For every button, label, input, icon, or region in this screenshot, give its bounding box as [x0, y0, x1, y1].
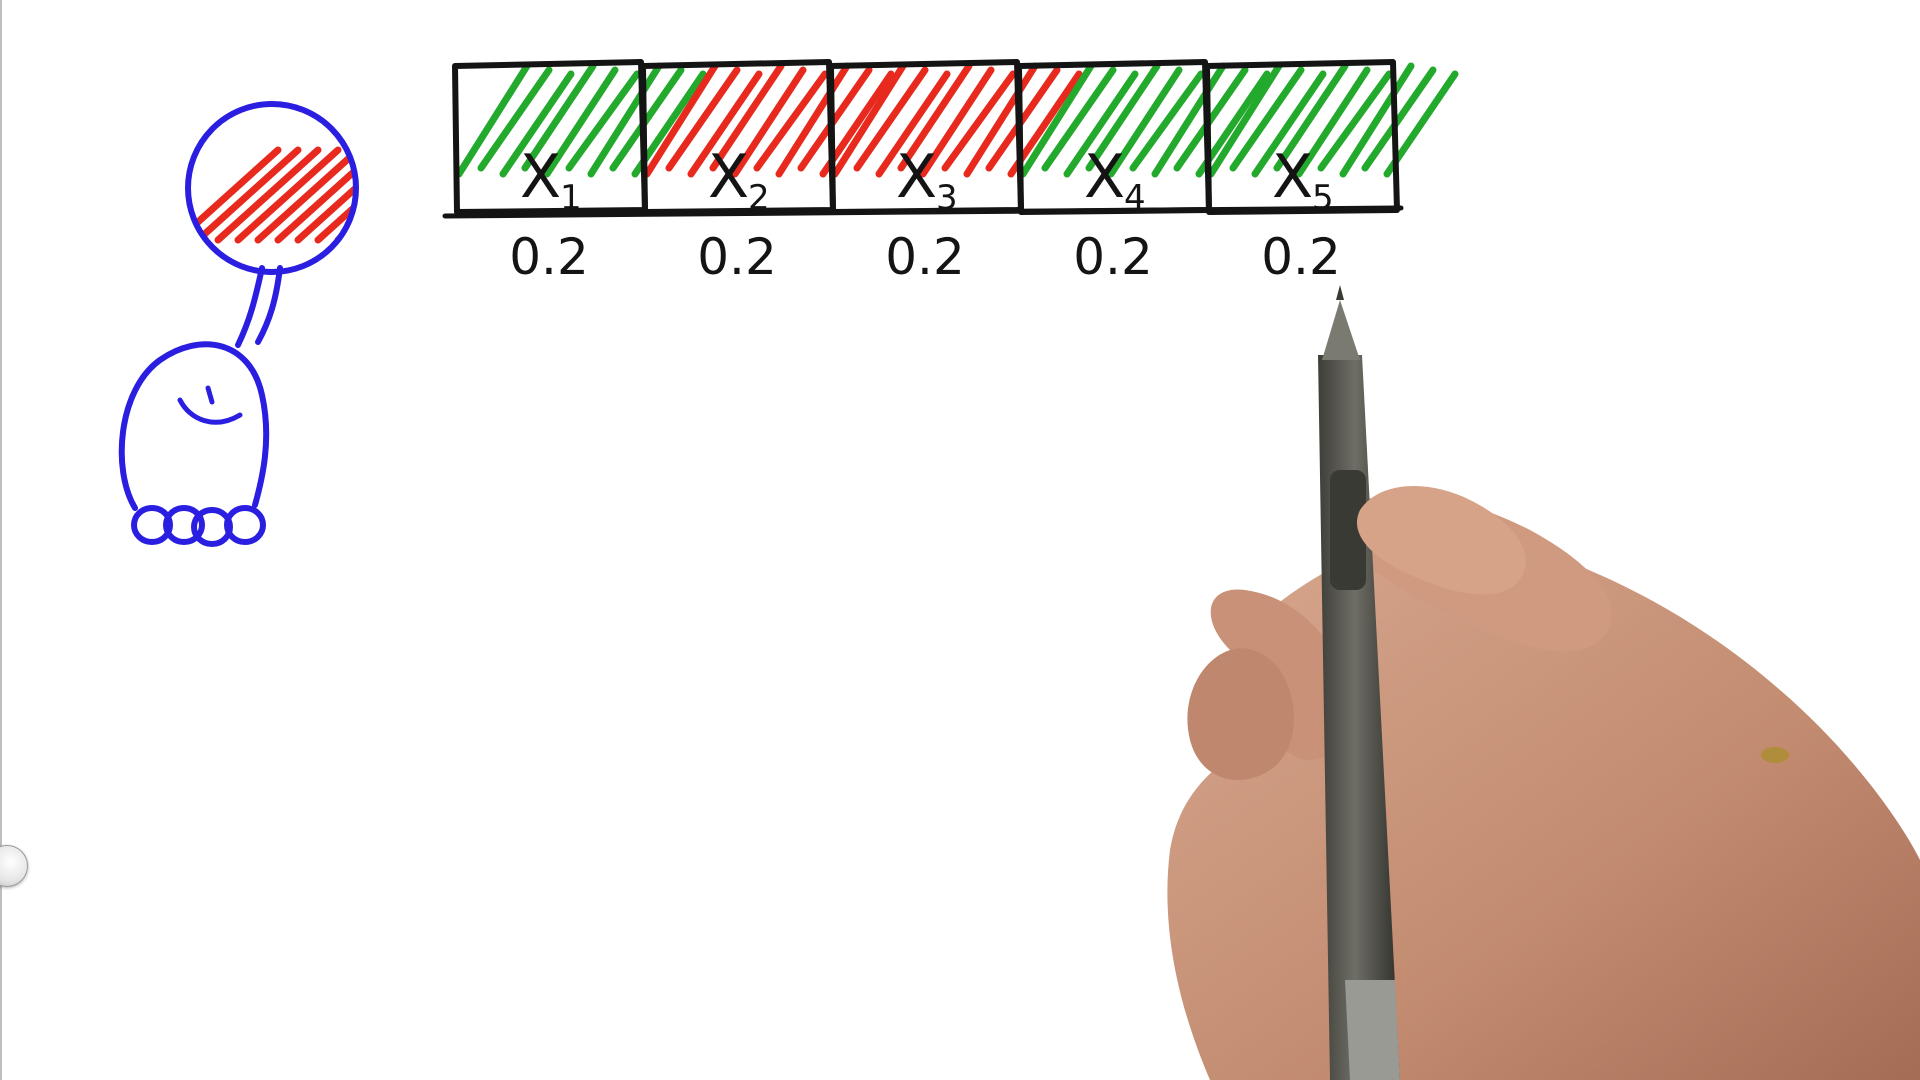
robot-antenna-right [255, 265, 283, 345]
cell-hatching [455, 62, 707, 178]
hatch-stroke [254, 146, 356, 244]
hatch-stroke [609, 66, 685, 172]
hatch-stroke [455, 62, 531, 178]
index-finger-tip [1356, 486, 1526, 595]
robot-wheel [224, 505, 266, 545]
hatch-stroke [1173, 66, 1249, 172]
middle-finger [1187, 648, 1294, 780]
robot-figure [118, 101, 359, 547]
left-edge-line [0, 0, 2, 1080]
hatch-stroke [963, 62, 1039, 178]
hatch-stroke [314, 146, 356, 244]
hatch-stroke [1273, 62, 1349, 172]
hatch-stroke [775, 62, 851, 178]
cell-3: X3 0.2 [828, 59, 1083, 286]
cell-subscript: 5 [1312, 178, 1334, 218]
hatch-stroke [354, 146, 356, 244]
robot-thought-hatching [188, 146, 356, 244]
hatch-stroke [194, 146, 302, 244]
hatch-stroke [797, 66, 873, 172]
robot-wheel [131, 505, 173, 545]
cell-probability: 0.2 [697, 228, 777, 286]
cell-label: X [1272, 142, 1313, 212]
hatch-stroke [543, 66, 619, 178]
hatch-stroke [1339, 62, 1415, 178]
hatch-stroke [521, 62, 597, 172]
cell-subscript: 3 [936, 178, 958, 218]
robot-smile [177, 397, 243, 425]
hatch-stroke [587, 62, 663, 178]
hatch-stroke [1361, 66, 1437, 172]
cell-label: X [520, 142, 561, 212]
hatch-stroke [234, 146, 342, 244]
robot-antenna-left [235, 265, 265, 348]
hatch-stroke [985, 66, 1061, 172]
cell-label: X [708, 142, 749, 212]
cell-probability: 0.2 [885, 228, 965, 286]
hatch-stroke [709, 62, 785, 172]
robot-body [118, 341, 270, 511]
hatch-stroke [214, 146, 322, 244]
hatch-stroke [941, 70, 1017, 172]
cell-5: X5 0.2 [1204, 59, 1459, 286]
cell-hatching [1207, 62, 1459, 178]
row-baseline [442, 205, 1404, 219]
hatch-stroke [831, 62, 907, 178]
hatch-stroke [1207, 62, 1283, 178]
hatch-stroke [1129, 70, 1205, 172]
cell-2: X2 0.2 [640, 59, 895, 286]
cell-probability: 0.2 [1073, 228, 1153, 286]
hatch-stroke [1063, 70, 1139, 178]
hatch-stroke [499, 70, 575, 178]
cell-hatching [1019, 62, 1271, 178]
hatch-stroke [294, 146, 356, 244]
cell-4: X40.2 [1016, 59, 1271, 286]
hatch-stroke [875, 70, 951, 178]
robot-wheel [163, 505, 205, 545]
hatch-stroke [897, 62, 973, 172]
cell-probability: 0.2 [509, 228, 589, 286]
cell-subscript: 1 [560, 178, 582, 218]
cell-hatching [831, 62, 1083, 178]
hatch-stroke [919, 66, 995, 178]
hatch-stroke [1317, 70, 1393, 172]
hatch-stroke [643, 62, 719, 178]
cell-1: X1 0.2 [452, 59, 707, 286]
cell-probability: 0.2 [1261, 228, 1341, 286]
hatch-stroke [1019, 62, 1095, 178]
hatch-stroke [753, 70, 829, 172]
ring [1761, 747, 1789, 763]
hatch-stroke [1295, 66, 1371, 178]
hatch-stroke [1229, 66, 1305, 172]
pen [1318, 285, 1400, 1080]
cell-hatching [643, 62, 895, 178]
hatch-stroke [1251, 70, 1327, 178]
robot-thought-bubble [185, 101, 359, 275]
hatch-stroke [853, 66, 929, 172]
cell-label: X [1084, 142, 1125, 212]
hand-holding-pen [1167, 285, 1920, 1080]
hatch-stroke [477, 66, 553, 172]
cell-label: X [896, 142, 937, 212]
robot-eye [205, 385, 215, 405]
hatch-stroke [1085, 62, 1161, 172]
hatch-stroke [1151, 62, 1227, 178]
hatch-stroke [665, 66, 741, 172]
hatch-stroke [565, 70, 641, 172]
cell-subscript: 2 [748, 178, 770, 218]
hatch-stroke [1041, 66, 1117, 172]
hatch-stroke [1107, 66, 1183, 178]
hatch-stroke [687, 70, 763, 178]
hatch-stroke [274, 146, 356, 244]
hatch-stroke [731, 66, 807, 178]
